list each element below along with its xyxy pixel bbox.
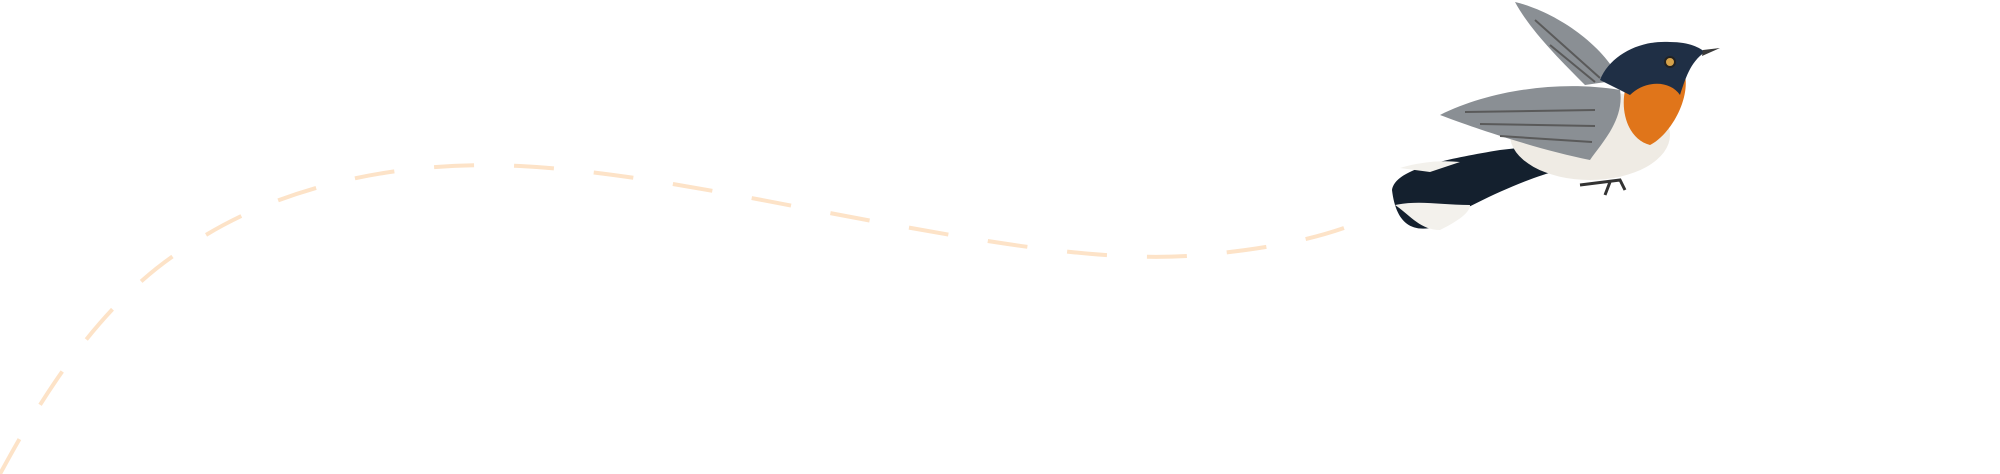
bird-icon	[1392, 2, 1720, 230]
dashed-flight-path	[0, 163, 1361, 474]
